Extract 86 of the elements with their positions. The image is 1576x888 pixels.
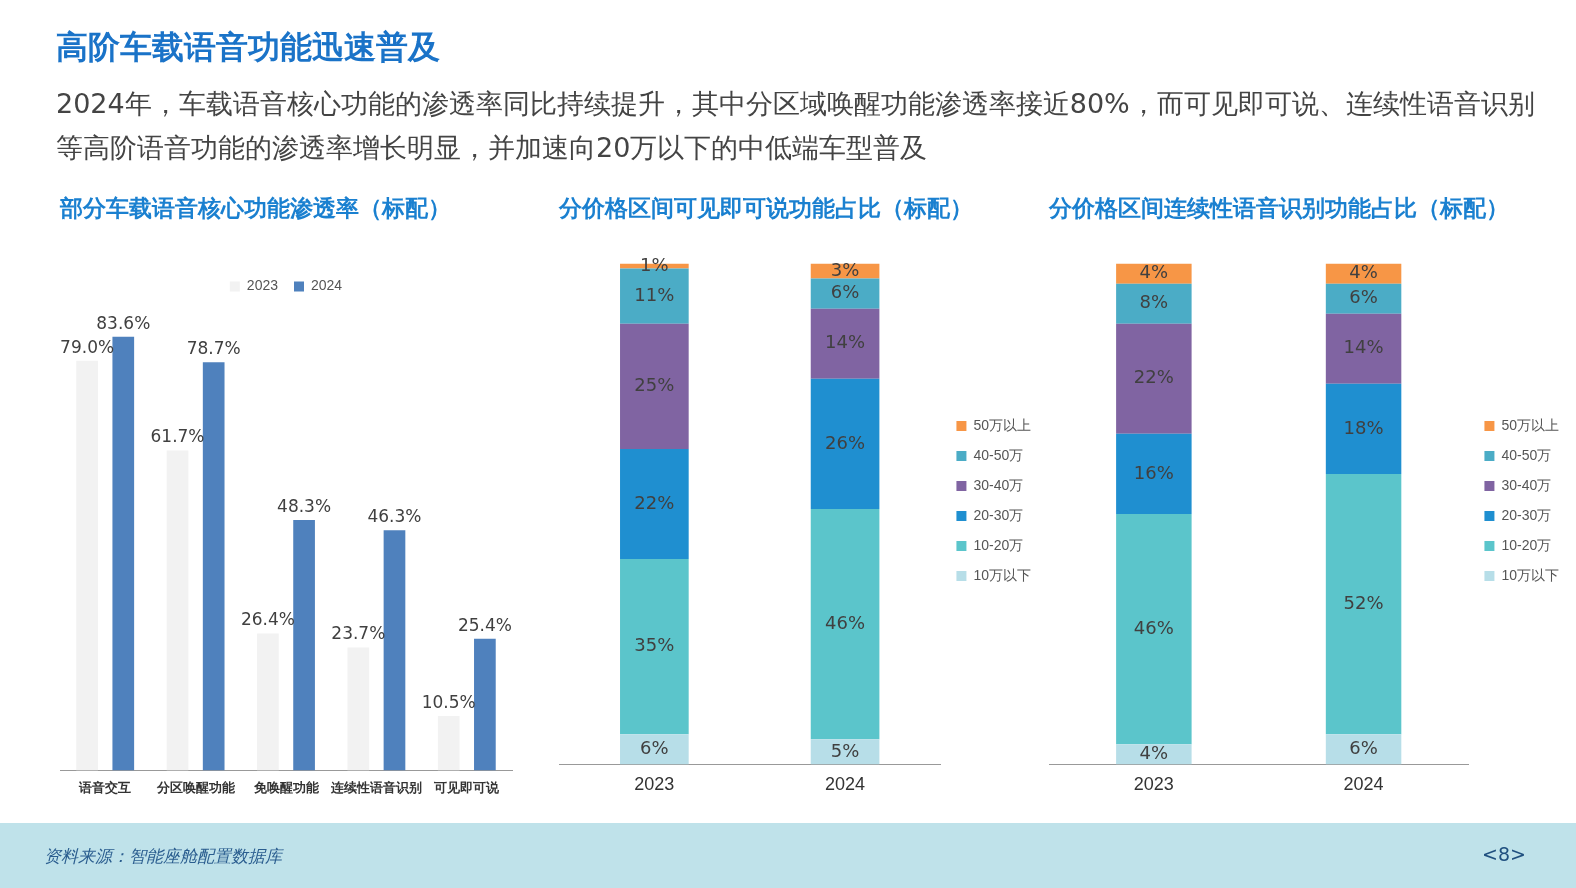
bar [293, 519, 315, 771]
bar [202, 362, 225, 771]
bar [347, 647, 370, 771]
bar [810, 308, 880, 379]
data-label: 4% [1349, 261, 1378, 283]
bar [620, 448, 689, 560]
bar [474, 638, 496, 771]
bar [620, 559, 689, 735]
text: 高阶车载语音功能迅速普及 [56, 27, 440, 68]
bar [166, 450, 189, 771]
bar [810, 378, 880, 509]
x-tick-label: 2023 [1133, 774, 1174, 795]
bar [112, 336, 135, 771]
x-tick-label: 可见即可说 [433, 779, 501, 795]
x-tick-label: 连续性语音识别 [329, 779, 422, 795]
data-label: 46.3% [367, 506, 422, 527]
bar [1116, 323, 1192, 434]
legend-label: 30-40万 [1501, 476, 1552, 493]
legend-label: 50万以上 [973, 416, 1032, 433]
data-label: 35% [634, 634, 675, 656]
data-label: 22% [1133, 366, 1174, 388]
data-label: 1% [640, 253, 669, 275]
data-label: 6% [830, 281, 860, 303]
data-label: 4% [1139, 742, 1169, 764]
text: <8> [1482, 843, 1526, 865]
data-label: 26% [825, 431, 866, 453]
data-label: 14% [1343, 336, 1384, 358]
bar [1325, 383, 1402, 474]
bar [1116, 514, 1192, 745]
legend-label: 10-20万 [973, 536, 1024, 553]
chart-title: 分价格区间连续性语音识别功能占比（标配） [1048, 194, 1509, 221]
legend-label: 30-40万 [973, 476, 1024, 493]
legend-label: 40-50万 [1501, 446, 1552, 463]
data-label: 78.7% [186, 338, 241, 359]
bar [620, 734, 689, 765]
bar [1325, 473, 1402, 735]
data-label: 6% [640, 737, 669, 759]
text: 2024年，车载语音核心功能的渗透率同比持续提升，其中分区域唤醒功能渗透率接近80%，而可见即可说、连续性语音识别等高阶语音功能的渗透率增长明显，并加速向20万以下的中低端车型普及 [56, 87, 1536, 165]
data-label: 83.6% [96, 312, 151, 333]
x-tick-label: 2024 [825, 774, 866, 795]
data-label: 22% [634, 491, 675, 513]
data-label: 4% [1139, 261, 1169, 283]
bar [1325, 283, 1402, 314]
data-label: 52% [1343, 591, 1384, 613]
text: 资料来源：智能座舱配置数据库 [44, 845, 282, 868]
data-label: 8% [1139, 291, 1169, 313]
x-tick-label: 2023 [634, 774, 675, 795]
x-tick-label: 2024 [1343, 774, 1384, 795]
chart-title: 分价格区间可见即可说功能占比（标配） [558, 194, 973, 221]
bar [810, 508, 880, 740]
data-label: 6% [1349, 286, 1378, 308]
data-label: 6% [1349, 737, 1378, 759]
chart-title: 部分车载语音核心功能渗透率（标配） [59, 194, 451, 221]
bar [620, 323, 689, 449]
bar [1325, 313, 1402, 384]
data-label: 11% [634, 283, 675, 305]
legend-label: 10-20万 [1501, 536, 1552, 553]
bar [383, 530, 406, 771]
legend-label: 10万以下 [973, 566, 1032, 583]
bar [1116, 283, 1192, 324]
legend-label: 50万以上 [1501, 416, 1560, 433]
x-tick-label: 分区唤醒功能 [155, 779, 236, 795]
data-label: 25% [634, 373, 675, 395]
bar [76, 360, 98, 771]
bar [437, 715, 460, 771]
legend-label: 10万以下 [1501, 566, 1560, 583]
data-label: 3% [830, 258, 860, 280]
legend-label: 2023 [246, 277, 279, 294]
data-label: 14% [825, 331, 866, 353]
data-label: 46% [1133, 616, 1174, 638]
x-tick-label: 免唤醒功能 [252, 779, 320, 795]
data-label: 18% [1343, 416, 1384, 438]
bar [1325, 734, 1402, 765]
bar [1116, 433, 1192, 514]
legend-label: 40-50万 [973, 446, 1024, 463]
bar [257, 633, 279, 771]
bar [810, 278, 880, 309]
x-tick-label: 语音交互 [78, 779, 132, 795]
legend-label: 2024 [311, 277, 343, 294]
data-label: 46% [825, 611, 866, 633]
data-label: 25.4% [457, 614, 512, 635]
legend-label: 20-30万 [1501, 506, 1552, 523]
data-label: 5% [830, 739, 860, 761]
data-label: 16% [1133, 461, 1174, 483]
legend-label: 20-30万 [973, 506, 1024, 523]
data-label: 48.3% [277, 495, 332, 516]
